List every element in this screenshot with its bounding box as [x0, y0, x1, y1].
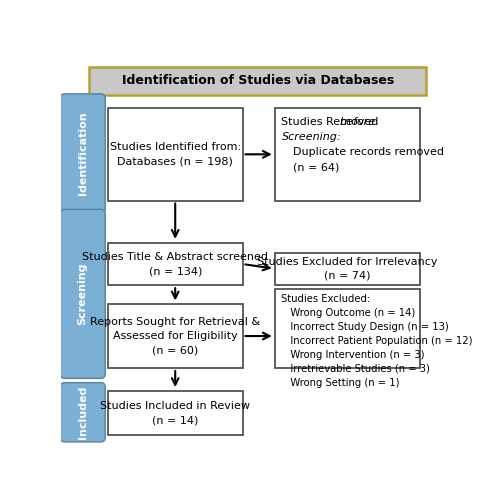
Text: Studies Title & Abstract screened
(n = 134): Studies Title & Abstract screened (n = 1… [82, 252, 268, 276]
Text: Included: Included [78, 386, 88, 439]
Text: Reports Sought for Retrieval &
Assessed for Eligibility
(n = 60): Reports Sought for Retrieval & Assessed … [90, 317, 261, 355]
Text: Identification: Identification [78, 112, 88, 195]
FancyBboxPatch shape [60, 382, 105, 442]
FancyBboxPatch shape [275, 108, 420, 200]
FancyBboxPatch shape [60, 210, 105, 378]
Text: before: before [339, 116, 375, 126]
Text: (n = 64): (n = 64) [293, 163, 339, 173]
Text: Studies Included in Review
(n = 14): Studies Included in Review (n = 14) [101, 401, 250, 425]
FancyBboxPatch shape [275, 289, 420, 368]
FancyBboxPatch shape [108, 391, 243, 436]
FancyBboxPatch shape [108, 304, 243, 368]
Text: Studies Excluded for Irrelevancy
(n = 74): Studies Excluded for Irrelevancy (n = 74… [257, 257, 438, 281]
Text: Screening: Screening [78, 262, 88, 325]
FancyBboxPatch shape [89, 67, 426, 94]
FancyBboxPatch shape [275, 252, 420, 285]
FancyBboxPatch shape [60, 94, 105, 213]
FancyBboxPatch shape [108, 243, 243, 285]
Text: Studies Identified from:
Databases (n = 198): Studies Identified from: Databases (n = … [110, 142, 241, 167]
Text: Studies Removed: Studies Removed [282, 116, 383, 126]
Text: Identification of Studies via Databases: Identification of Studies via Databases [122, 74, 394, 88]
Text: Screening:: Screening: [282, 132, 341, 142]
Text: Studies Excluded:
   Wrong Outcome (n = 14)
   Incorrect Study Design (n = 13)
 : Studies Excluded: Wrong Outcome (n = 14)… [282, 294, 473, 388]
Text: Duplicate records removed: Duplicate records removed [293, 148, 444, 158]
FancyBboxPatch shape [108, 108, 243, 200]
